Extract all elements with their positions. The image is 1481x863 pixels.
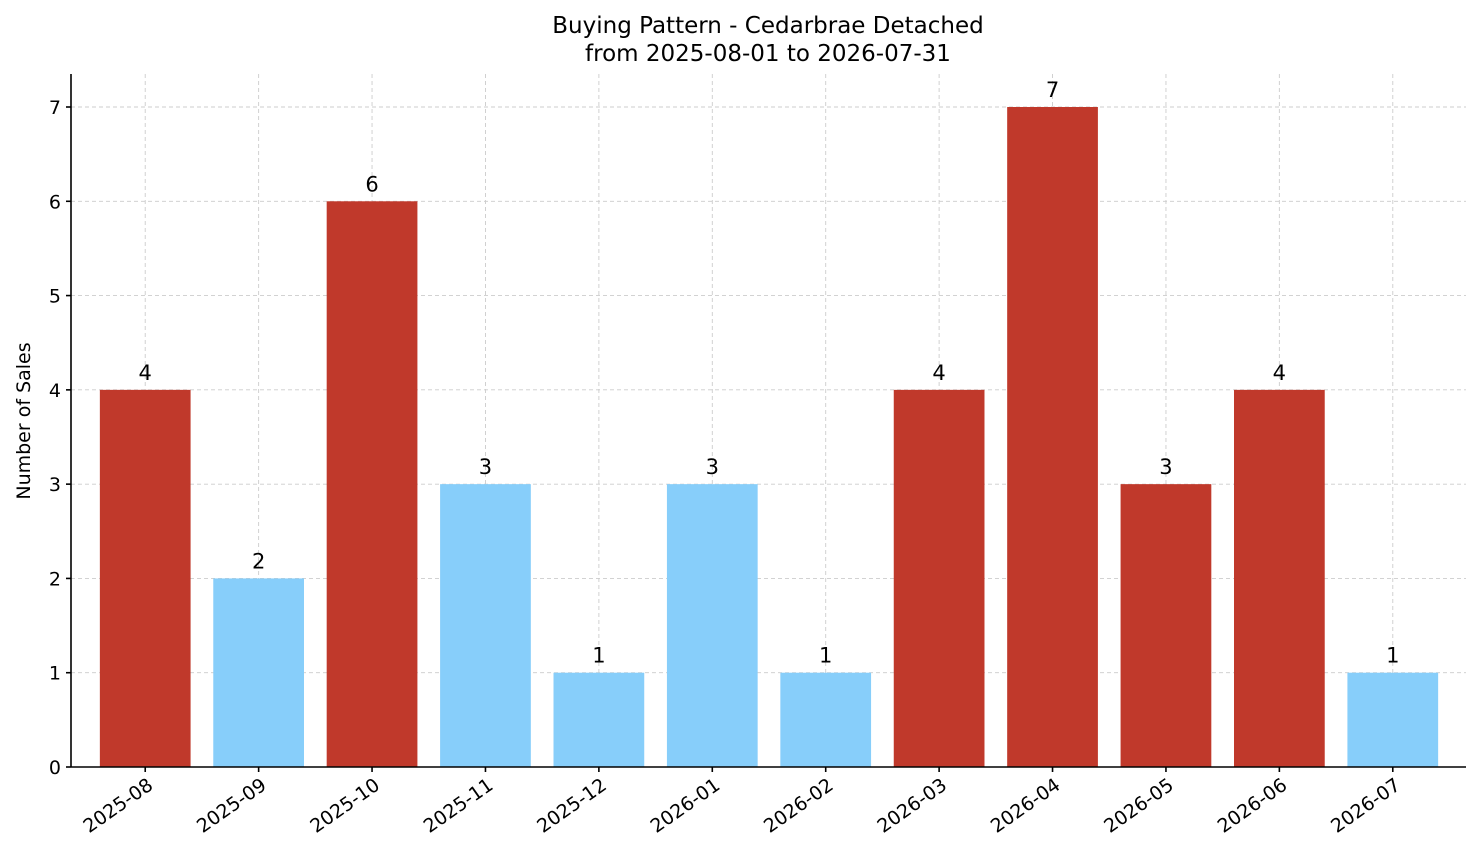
- x-tick-label: 2026-02: [760, 774, 838, 838]
- bar-2026-06: [1234, 389, 1325, 767]
- bar-2025-08: [99, 389, 191, 767]
- chart-subtitle: from 2025-08-01 to 2026-07-31: [585, 41, 951, 67]
- data-label: 2: [252, 549, 265, 573]
- bar-2026-05: [1120, 484, 1212, 767]
- x-tick-label: 2025-08: [79, 774, 157, 838]
- y-axis-label: Number of Sales: [13, 342, 35, 499]
- x-tick-label: 2025-11: [420, 774, 498, 838]
- data-label: 7: [1046, 78, 1059, 102]
- x-tick-label: 2025-10: [306, 774, 384, 838]
- bar-2025-09: [213, 578, 304, 767]
- y-tick-label: 1: [49, 663, 61, 685]
- bar-2025-11: [440, 484, 531, 767]
- value-labels-layer: 4 2 6 3 1 3 1 4 7 3 4 1: [139, 78, 1400, 668]
- data-label: 3: [479, 455, 492, 479]
- data-label: 1: [592, 644, 605, 668]
- y-tick-label: 2: [49, 568, 61, 590]
- bar-2026-07: [1347, 672, 1439, 767]
- y-tick-label: 0: [49, 757, 61, 779]
- y-tick-label: 4: [49, 380, 61, 402]
- x-tick-label: 2026-07: [1327, 774, 1405, 838]
- bar-2025-12: [553, 672, 645, 767]
- data-label: 1: [819, 644, 832, 668]
- x-tick-label: 2026-04: [987, 774, 1065, 838]
- x-tick-label: 2026-05: [1100, 774, 1178, 838]
- x-tick-label: 2025-09: [193, 774, 271, 838]
- bar-2026-04: [1007, 107, 1098, 767]
- x-tick-label: 2025-12: [533, 774, 611, 838]
- data-label: 1: [1386, 644, 1399, 668]
- data-label: 3: [706, 455, 719, 479]
- chart-title: Buying Pattern - Cedarbrae Detached: [552, 13, 983, 39]
- y-tick-label: 7: [49, 97, 61, 119]
- y-tick-label: 5: [49, 286, 61, 308]
- data-label: 4: [139, 361, 152, 385]
- data-label: 4: [1273, 361, 1286, 385]
- bars-layer: [99, 107, 1439, 768]
- y-tick-label: 6: [49, 191, 61, 213]
- x-tick-label: 2026-03: [873, 774, 951, 838]
- axes-layer: [70, 74, 1466, 768]
- data-label: 6: [365, 172, 378, 196]
- bar-2026-02: [780, 672, 872, 767]
- x-tick-label: 2026-01: [647, 774, 725, 838]
- y-tick-label: 3: [49, 474, 61, 496]
- x-tick-label: 2026-06: [1214, 774, 1292, 838]
- bar-2026-01: [666, 484, 758, 767]
- data-label: 3: [1159, 455, 1172, 479]
- data-label: 4: [932, 361, 945, 385]
- bar-2026-03: [893, 389, 985, 767]
- bar-2025-10: [326, 201, 418, 768]
